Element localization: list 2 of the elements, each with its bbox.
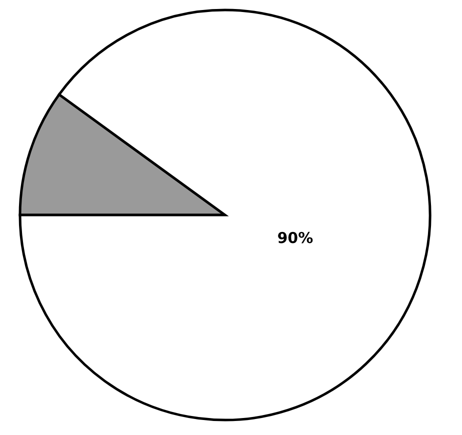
pie-slice [18, 8, 431, 422]
data-label: 90% [277, 228, 314, 247]
